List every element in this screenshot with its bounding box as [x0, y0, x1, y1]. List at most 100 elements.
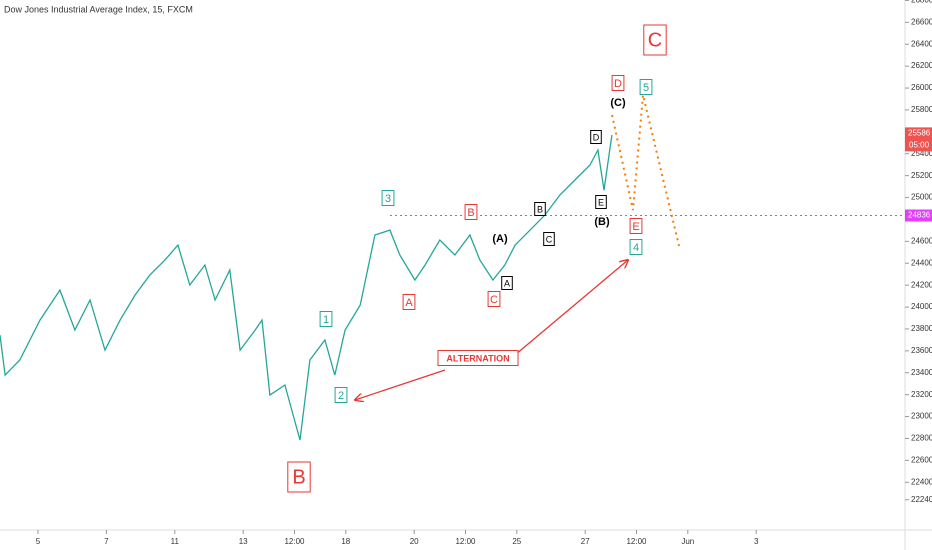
- label-box: [590, 130, 602, 144]
- y-tick-label: 26000: [911, 83, 932, 92]
- arrow: [355, 369, 446, 400]
- y-tick-label: 25800: [911, 105, 932, 114]
- y-tick-label: 24200: [911, 280, 932, 289]
- label-text: C: [490, 294, 498, 306]
- label-text: D: [593, 132, 600, 142]
- label-text: E: [632, 221, 639, 233]
- label-box: [543, 232, 555, 246]
- y-tick-label: 26400: [911, 39, 932, 48]
- level-label: 24836: [908, 211, 931, 220]
- arrow: [514, 260, 628, 356]
- y-tick-label: 23400: [911, 368, 932, 377]
- wave-label: D: [590, 130, 602, 144]
- label-box: [629, 218, 643, 234]
- y-tick-label: 25000: [911, 193, 932, 202]
- price-label: 25586: [908, 128, 931, 137]
- x-tick-label: 12:00: [284, 537, 305, 546]
- level-tag: [905, 209, 932, 222]
- label-box: [464, 204, 478, 220]
- wave-label: 5: [639, 79, 653, 95]
- x-tick-label: 18: [341, 537, 350, 546]
- label-box: [437, 350, 519, 366]
- label-box: [287, 461, 311, 493]
- price-line: [0, 134, 613, 441]
- wave-label: A: [501, 276, 513, 290]
- price-tag: [905, 127, 932, 152]
- label-box: [501, 276, 513, 290]
- wave-label: 3: [381, 190, 395, 206]
- label-text: A: [504, 278, 510, 288]
- label-box: [595, 195, 607, 209]
- wave-label: B: [464, 204, 478, 220]
- wave-label: C: [487, 291, 501, 307]
- y-tick-label: 22400: [911, 477, 932, 486]
- x-tick-label: 25: [512, 537, 521, 546]
- label-box: [334, 387, 348, 403]
- label-box: [643, 24, 667, 56]
- wave-label: D: [611, 75, 625, 91]
- wave-label: B: [287, 461, 311, 493]
- countdown: 05:00: [909, 140, 930, 149]
- label-text: (C): [610, 97, 626, 109]
- y-tick-label: 26600: [911, 17, 932, 26]
- x-tick-label: 12:00: [455, 537, 476, 546]
- x-tick-label: 20: [410, 537, 419, 546]
- wave-label: B: [534, 202, 546, 216]
- label-text: ALTERNATION: [446, 353, 509, 363]
- wave-label: (A): [492, 233, 508, 245]
- label-text: D: [614, 78, 622, 90]
- label-text: B: [467, 207, 474, 219]
- chart-title: Dow Jones Industrial Average Index, 15, …: [4, 4, 193, 14]
- y-tick-label: 23000: [911, 412, 932, 421]
- projection: [611, 94, 681, 251]
- wave-label: E: [629, 218, 643, 234]
- y-tick-label: 24400: [911, 258, 932, 267]
- label-text: 3: [385, 193, 391, 205]
- wave-label: (C): [610, 97, 626, 109]
- label-text: (A): [492, 233, 508, 245]
- label-box: [639, 79, 653, 95]
- label-text: 4: [633, 242, 639, 254]
- wave-label: E: [595, 195, 607, 209]
- wave-label: ALTERNATION: [437, 350, 519, 366]
- y-tick-label: 22240: [911, 495, 932, 504]
- y-tick-label: 24000: [911, 302, 932, 311]
- wave-label: C: [643, 24, 667, 56]
- x-tick-label: 13: [239, 537, 248, 546]
- label-text: 5: [643, 82, 649, 94]
- wave-label: 4: [629, 239, 643, 255]
- y-tick-label: 25200: [911, 171, 932, 180]
- label-box: [611, 75, 625, 91]
- y-tick-label: 23200: [911, 390, 932, 399]
- label-box: [402, 294, 416, 310]
- label-text: C: [546, 234, 553, 244]
- x-tick-label: 7: [104, 537, 109, 546]
- label-text: E: [598, 197, 604, 207]
- label-text: B: [537, 204, 543, 214]
- wave-label: (B): [594, 216, 610, 228]
- x-tick-label: 11: [171, 537, 180, 546]
- x-tick-label: 5: [36, 537, 41, 546]
- y-tick-label: 26800: [911, 0, 932, 5]
- x-tick-label: 3: [754, 537, 759, 546]
- y-tick-label: 22600: [911, 455, 932, 464]
- label-text: 2: [338, 390, 344, 402]
- label-box: [629, 239, 643, 255]
- label-text: B: [292, 466, 305, 488]
- x-tick-label: 12:00: [626, 537, 647, 546]
- label-text: 1: [323, 314, 329, 326]
- wave-label: A: [402, 294, 416, 310]
- label-text: C: [648, 29, 662, 51]
- x-tick-label: 27: [581, 537, 590, 546]
- label-box: [319, 311, 333, 327]
- label-text: A: [405, 297, 413, 309]
- wave-label: 1: [319, 311, 333, 327]
- y-tick-label: 22800: [911, 434, 932, 443]
- label-box: [381, 190, 395, 206]
- wave-label: C: [543, 232, 555, 246]
- label-box: [534, 202, 546, 216]
- y-tick-label: 25400: [911, 149, 932, 158]
- x-tick-label: Jun: [681, 537, 694, 546]
